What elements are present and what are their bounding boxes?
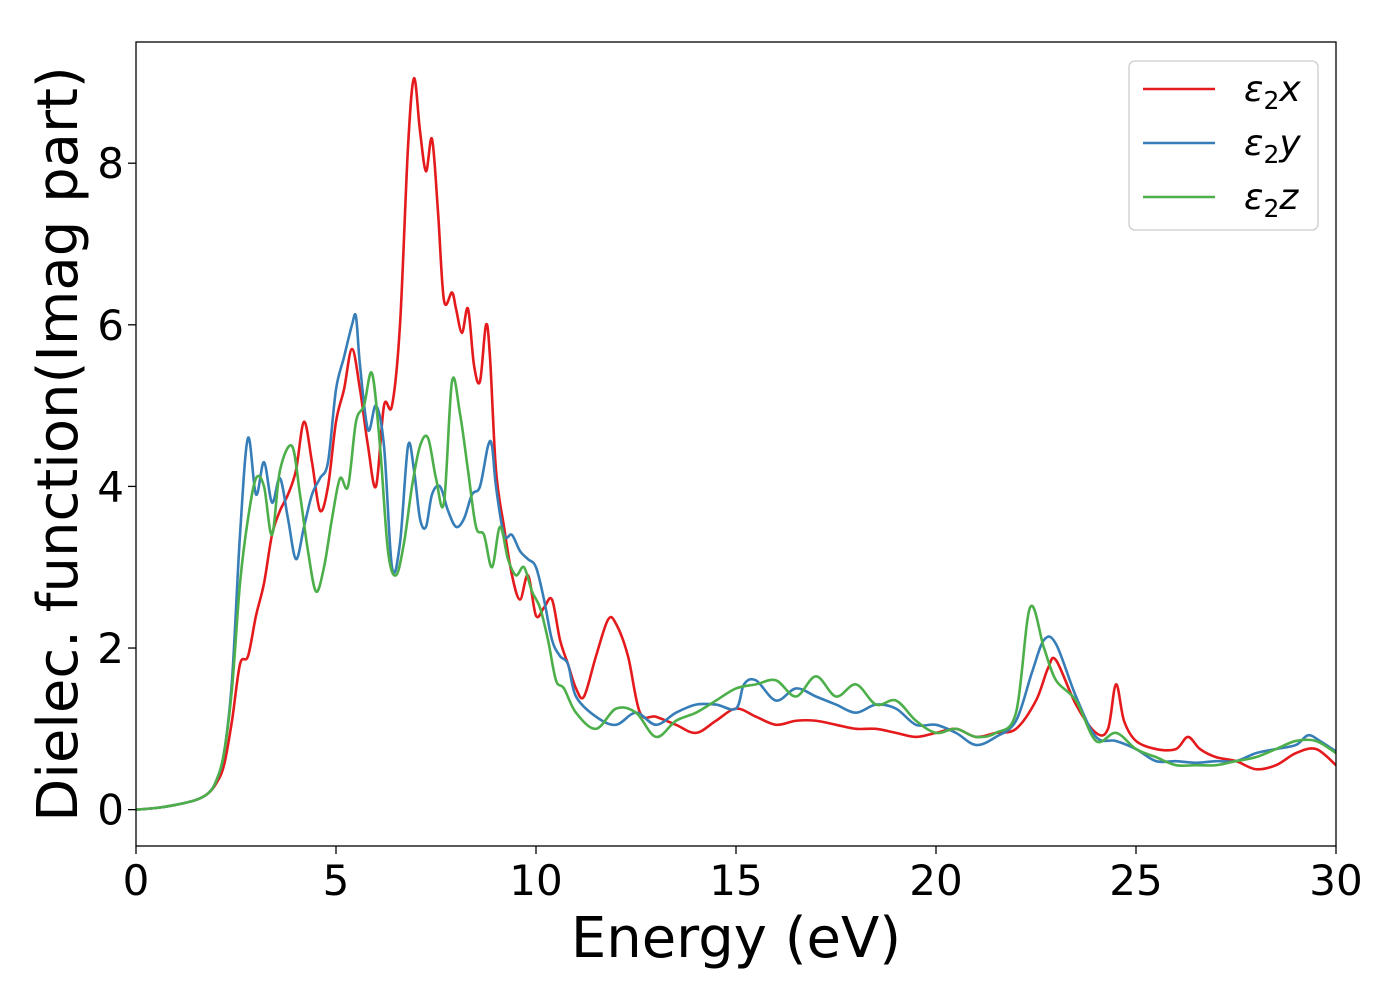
legend-label-z: ε2z bbox=[1244, 177, 1299, 223]
series-line-z bbox=[136, 371, 1336, 811]
y-tick-label: 8 bbox=[97, 139, 124, 188]
x-tick-label: 30 bbox=[1309, 856, 1362, 905]
y-tick-label: 4 bbox=[97, 462, 124, 511]
legend: ε2x ε2y ε2z bbox=[1128, 60, 1319, 231]
x-tick-label: 0 bbox=[123, 856, 150, 905]
legend-label-y: ε2y bbox=[1244, 123, 1301, 169]
x-axis-ticks: 0 5 10 15 20 25 30 bbox=[123, 846, 1363, 905]
x-tick-label: 15 bbox=[709, 856, 762, 905]
legend-label-x: ε2x bbox=[1244, 69, 1301, 115]
y-tick-label: 2 bbox=[97, 624, 124, 673]
legend-box bbox=[1128, 60, 1319, 231]
series-line-y bbox=[136, 312, 1336, 811]
x-axis-label: Energy (eV) bbox=[571, 906, 901, 971]
y-axis-ticks: 0 2 4 6 8 bbox=[97, 139, 136, 835]
y-axis-label: Dielec. function(Imag part) bbox=[26, 66, 91, 822]
y-tick-label: 0 bbox=[97, 786, 124, 835]
x-tick-label: 10 bbox=[509, 856, 562, 905]
x-tick-label: 20 bbox=[909, 856, 962, 905]
x-tick-label: 25 bbox=[1109, 856, 1162, 905]
plot-lines bbox=[136, 77, 1336, 811]
y-tick-label: 6 bbox=[97, 301, 124, 350]
series-line-x bbox=[136, 77, 1336, 811]
x-tick-label: 5 bbox=[323, 856, 350, 905]
